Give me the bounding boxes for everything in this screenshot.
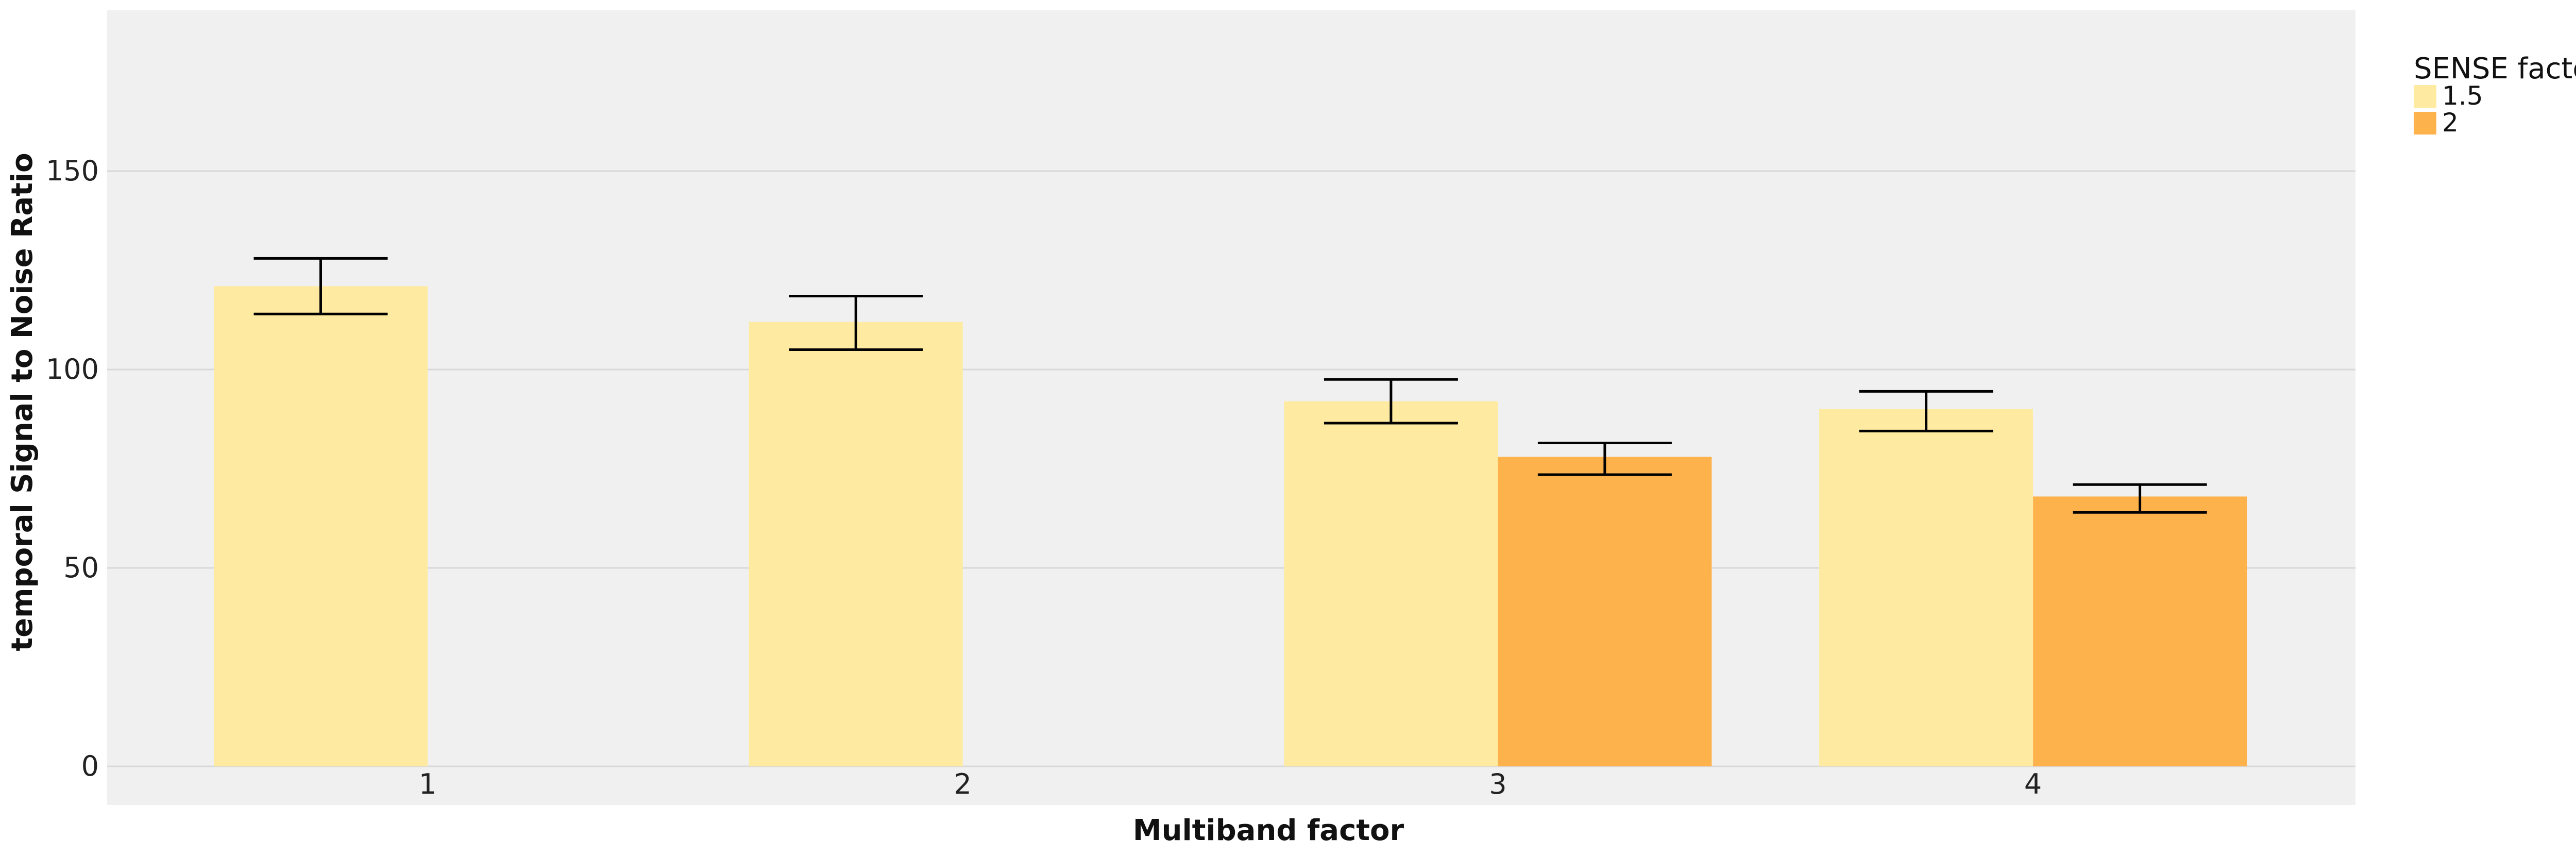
x-tick-label: 4	[2024, 768, 2042, 800]
legend-label: 2	[2442, 108, 2459, 138]
y-axis-label: temporal Signal to Noise Ratio	[6, 153, 39, 651]
legend: SENSE factor 1.52	[2414, 52, 2576, 138]
legend-item: 1.5	[2414, 81, 2483, 111]
legend-title: SENSE factor	[2414, 52, 2576, 86]
error-bars	[253, 257, 2207, 514]
bar	[214, 286, 428, 766]
bar	[749, 322, 963, 766]
error-bar	[789, 295, 923, 351]
bar	[1284, 401, 1498, 766]
bar	[1498, 457, 1712, 766]
legend-swatch	[2414, 85, 2436, 108]
legend-swatch	[2414, 112, 2436, 135]
bars	[214, 286, 2247, 766]
legend-item: 2	[2414, 108, 2459, 138]
error-bar	[1324, 378, 1458, 425]
x-tick-labels: 1 2 3 4	[419, 768, 2042, 800]
error-bar	[2073, 483, 2207, 514]
bar	[2033, 496, 2247, 766]
x-tick-label: 3	[1489, 768, 1506, 800]
x-axis-label: Multiband factor	[1133, 814, 1404, 847]
y-tick-labels: 0 50 100 150	[46, 155, 99, 782]
legend-items: 1.52	[2414, 81, 2483, 138]
bar	[1819, 409, 2033, 766]
error-bar	[1537, 441, 1672, 476]
x-tick-label: 2	[954, 768, 972, 800]
y-tick-label: 0	[81, 750, 99, 782]
legend-label: 1.5	[2442, 81, 2483, 111]
y-tick-label: 50	[63, 551, 99, 584]
y-tick-label: 100	[46, 353, 99, 385]
y-tick-label: 150	[46, 155, 99, 187]
x-tick-label: 1	[419, 768, 436, 800]
error-bar	[253, 257, 388, 315]
error-bar	[1859, 390, 1993, 432]
